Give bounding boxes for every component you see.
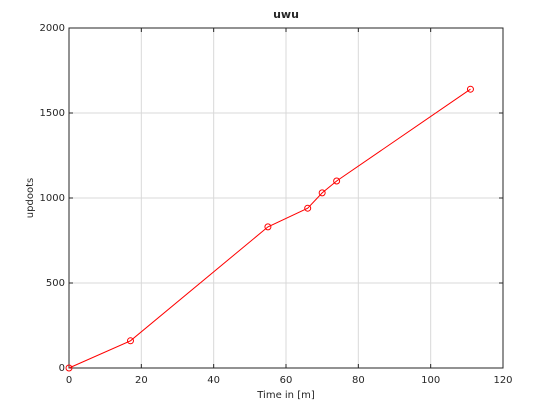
x-tick-label: 40: [207, 375, 220, 386]
marker: [304, 204, 312, 212]
y-tick-label: 2000: [40, 23, 65, 34]
y-axis-label: updoots: [25, 178, 36, 218]
marker: [318, 189, 326, 197]
plot-frame: [68, 27, 504, 369]
x-tick-label: 60: [280, 375, 293, 386]
y-tick-label: 1000: [40, 193, 65, 204]
marker: [126, 337, 134, 345]
x-tick-label: 20: [135, 375, 148, 386]
x-tick-label: 0: [66, 375, 72, 386]
marker: [333, 177, 341, 185]
x-axis-label: Time in [m]: [256, 390, 315, 401]
chart-title: uwu: [273, 8, 299, 21]
y-tick-label: 500: [46, 278, 65, 289]
x-tick-label: 120: [493, 375, 512, 386]
marker: [65, 364, 73, 372]
line: [68, 88, 471, 369]
marker: [264, 223, 272, 231]
marker: [466, 85, 474, 93]
y-tick-label: 0: [59, 363, 65, 374]
y-tick-label: 1500: [40, 108, 65, 119]
x-tick-label: 80: [352, 375, 365, 386]
x-tick-label: 100: [421, 375, 440, 386]
